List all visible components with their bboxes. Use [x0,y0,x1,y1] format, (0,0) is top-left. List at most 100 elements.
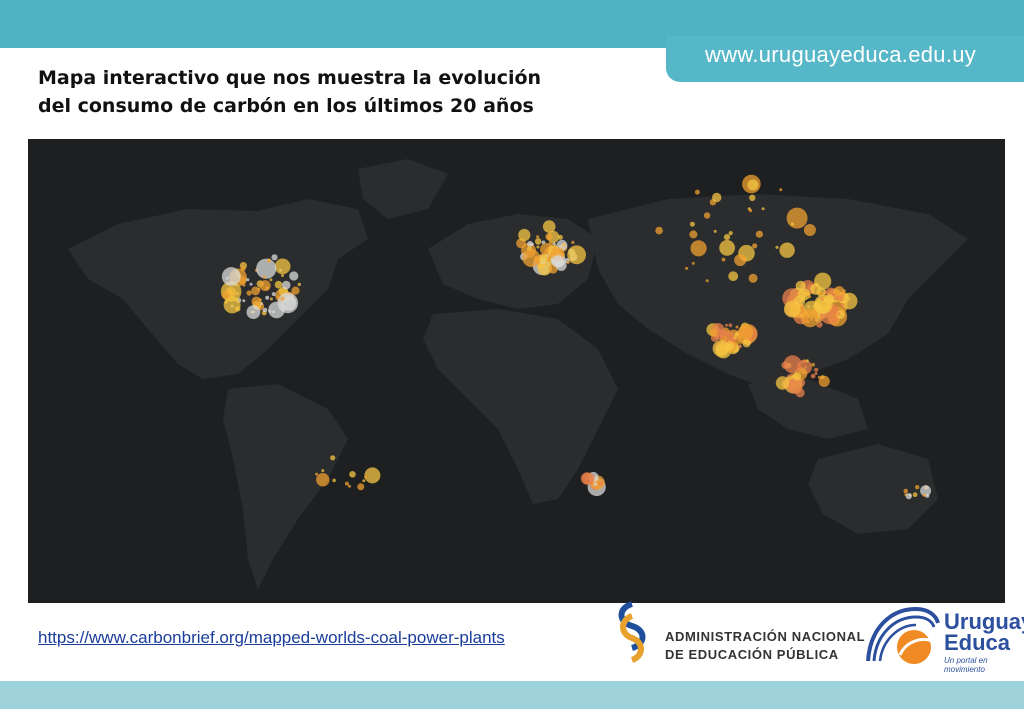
site-url[interactable]: www.uruguayeduca.edu.uy [705,42,977,67]
coal-plant-dot-north-america [269,297,273,301]
coal-plant-dot-north-america [274,280,283,289]
coal-plant-dot-china [814,283,818,287]
coal-plant-dot-russia [748,273,758,283]
coal-plant-dot-north-america [265,295,270,300]
coal-plant-dot-north-america [262,307,268,313]
coal-plant-dot-south-america [364,475,368,479]
coal-plant-dot-europe [539,264,543,268]
coal-plant-dot-russia [712,192,722,203]
bottom-band [0,681,1024,709]
coal-plant-dot-india [728,323,733,328]
coal-plant-dot-russia [755,230,764,238]
coal-plant-dot-north-america [246,305,261,319]
coal-plant-dot-russia [786,207,808,229]
coal-plant-dot-southeast-asia [814,367,819,372]
coal-plant-dot-india [724,343,733,352]
coal-plant-dot-north-america [269,278,273,282]
coal-plant-dot-north-america [240,266,246,272]
coal-plant-dot-china [837,295,844,302]
coal-plant-dot-south-america [321,469,325,473]
coal-plant-dot-china [787,295,792,301]
coal-plant-dot-russia [728,231,733,236]
coal-plant-dot-china [819,292,823,296]
coal-plant-dot-russia [749,194,756,201]
coal-plant-dot-north-america [297,282,301,287]
coal-plant-dot-russia [752,243,758,249]
coal-plant-dot-south-america [357,483,365,491]
source-link[interactable]: https://www.carbonbrief.org/mapped-world… [38,628,505,647]
australia-land [808,444,938,534]
coal-plant-dot-europe [527,240,533,247]
coal-plant-dot-russia [685,266,689,270]
coal-plant-dot-southeast-asia [805,359,809,363]
coal-plant-dot-china [783,300,801,318]
coal-plant-dot-south-africa [593,482,598,486]
coal-plant-dot-russia [748,208,753,213]
coal-plant-dot-russia [705,279,709,283]
anep-name: ADMINISTRACIÓN NACIONAL DE EDUCACIÓN PÚB… [665,628,865,664]
url-tab [666,36,1024,82]
coal-plant-dot-china [814,272,832,290]
coal-plant-dot-north-america [267,259,271,263]
coal-plant-dot-north-america [249,282,253,286]
coal-plant-dot-southeast-asia [811,362,815,367]
coal-plant-dot-india [734,332,739,337]
coal-plant-dot-europe [567,245,586,265]
coal-plant-dot-china [808,295,812,299]
coal-plant-dot-russia [734,254,747,267]
coal-plant-dot-russia [689,221,695,227]
uruguay-educa-logo [866,606,940,664]
coal-plant-dot-north-america [274,258,291,275]
coal-plant-dot-europe [542,220,556,233]
coal-plant-dot-europe [536,245,540,249]
coal-plant-dot-australia [905,493,912,500]
coal-plant-dot-north-america [246,290,252,296]
coal-plant-dot-china [826,287,835,297]
coal-plant-dot-russia [790,222,795,226]
coal-plant-dot-north-america [271,292,276,297]
anep-line-1: ADMINISTRACIÓN NACIONAL [665,629,866,644]
coal-plant-dot-southeast-asia [775,376,790,390]
ue-line-1: Uruguay [944,609,1024,634]
coal-plant-dot-russia [721,257,726,262]
coal-plant-dot-europe [545,233,553,241]
coal-plant-dot-north-america [291,286,300,295]
coal-plant-dot-russia [747,179,759,191]
coal-plant-dot-europe [522,249,541,267]
coal-plant-dot-china [844,294,849,299]
coal-plant-dot-north-america [246,278,250,282]
coal-plants-world-map[interactable] [28,139,1005,603]
north-america-land [68,199,368,379]
coal-plant-dot-australia [915,485,920,490]
coal-plant-dot-south-africa [582,472,595,485]
coal-plant-dot-europe [518,228,531,242]
coal-plant-dot-australia [912,492,918,498]
coal-plant-dot-russia [690,240,707,257]
coal-plant-dot-australia [922,493,927,497]
coal-plant-dot-china [801,309,820,328]
coal-plant-dot-south-america [364,467,381,484]
coal-plant-dot-southeast-asia [802,359,807,364]
coal-plant-dot-north-america [271,254,278,261]
ue-line-2: Educa [944,630,1011,655]
coal-plant-dot-north-america [242,283,246,287]
coal-plant-dot-china [832,289,839,295]
coal-plant-dot-russia [723,234,731,241]
coal-plant-dot-europe [551,255,564,268]
coal-plant-dot-india [712,340,730,357]
coal-plant-dot-india [738,324,754,340]
coal-plant-dot-southeast-asia [810,373,816,379]
coal-plant-dot-china [820,318,824,322]
coal-plant-dot-europe [536,235,540,239]
south-america-land [223,384,348,589]
coal-plant-dot-southeast-asia [795,388,805,398]
coal-plant-dot-south-america [348,484,351,488]
map-canvas[interactable] [28,139,1005,603]
coal-plant-dot-russia [719,240,735,256]
coal-plant-dot-russia [775,245,779,249]
coal-plant-dot-india [709,328,718,337]
coal-plant-dot-india [733,336,737,340]
coal-plant-dot-russia [713,229,717,233]
coal-plant-dot-north-america [224,300,228,304]
coal-plant-dot-europe [571,240,575,244]
